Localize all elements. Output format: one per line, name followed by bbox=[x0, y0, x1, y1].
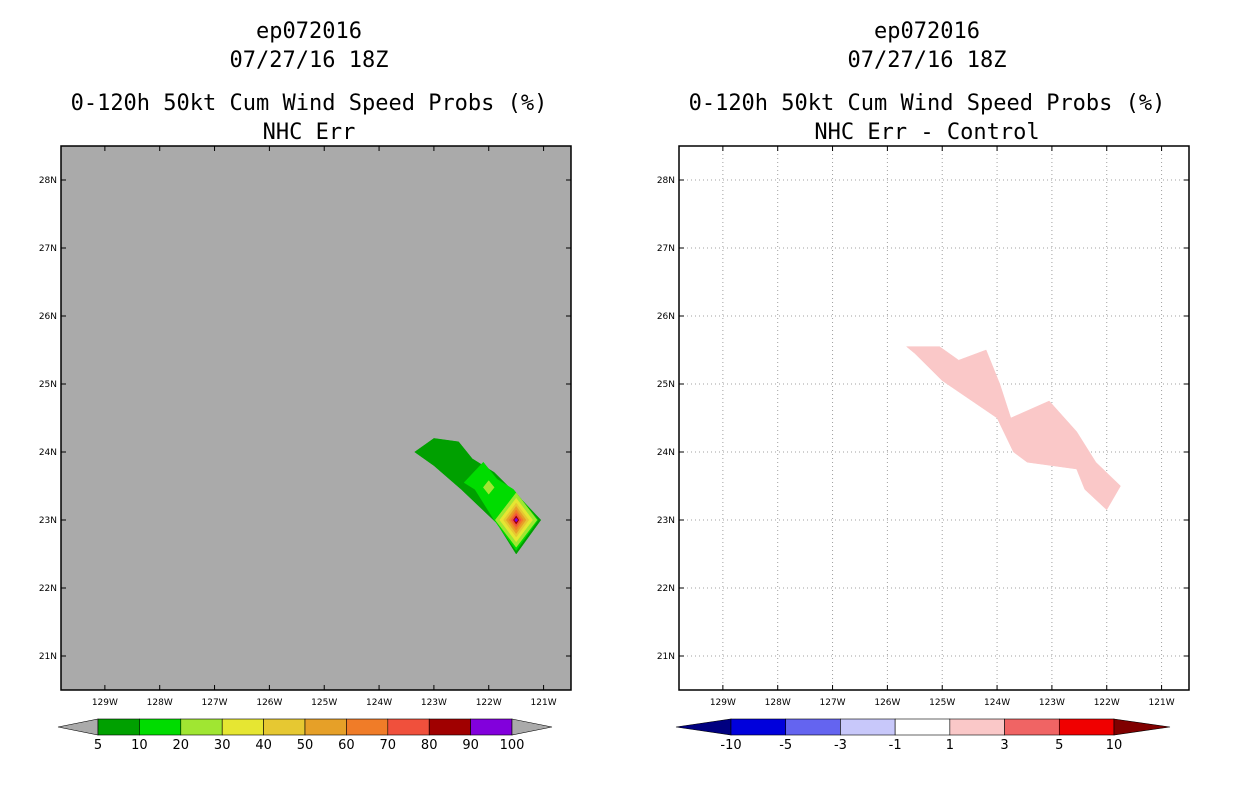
x-tick-label: 125W bbox=[311, 698, 337, 708]
y-tick-label: 27N bbox=[657, 244, 675, 254]
x-tick-label: 129W bbox=[92, 698, 118, 708]
contour-level-1 bbox=[905, 346, 1121, 511]
x-tick-label: 125W bbox=[929, 698, 955, 708]
plot-background bbox=[679, 146, 1189, 690]
x-tick-label: 122W bbox=[1094, 698, 1120, 708]
right-storm-id: ep072016 bbox=[874, 19, 980, 44]
colorbar-swatch bbox=[304, 718, 347, 736]
colorbar-label: 80 bbox=[421, 738, 438, 753]
x-tick-label: 126W bbox=[874, 698, 900, 708]
colorbar-label: -1 bbox=[889, 738, 902, 753]
x-tick-label: 122W bbox=[476, 698, 502, 708]
contour-level-90 bbox=[514, 517, 519, 523]
x-tick-label: 123W bbox=[1039, 698, 1065, 708]
colorbar-swatch bbox=[470, 718, 513, 736]
colorbar-swatch bbox=[730, 718, 787, 736]
colorbar-over-arrow bbox=[1113, 718, 1171, 736]
colorbar-label: 10 bbox=[131, 738, 148, 753]
right-product-title: 0-120h 50kt Cum Wind Speed Probs (%) bbox=[689, 91, 1166, 116]
colorbar-swatch bbox=[387, 718, 430, 736]
x-tick-label: 124W bbox=[366, 698, 392, 708]
x-tick-label: 129W bbox=[710, 698, 736, 708]
colorbar-label: -3 bbox=[834, 738, 847, 753]
left-datetime: 07/27/16 18Z bbox=[230, 48, 389, 73]
left-map-panel: 129W 128W 127W 126W 125W 124W 123W 122W 121W 21N 2… bbox=[39, 145, 572, 708]
x-tick-label: 128W bbox=[765, 698, 791, 708]
colorbar-label: 50 bbox=[297, 738, 314, 753]
x-tick-label: 121W bbox=[1149, 698, 1175, 708]
colorbar-label: 5 bbox=[94, 738, 102, 753]
colorbar-swatch bbox=[139, 718, 182, 736]
colorbar-swatch bbox=[1058, 718, 1115, 736]
left-storm-id: ep072016 bbox=[256, 19, 362, 44]
plot-frame bbox=[678, 145, 1190, 691]
colorbar-swatch bbox=[894, 718, 951, 736]
colorbar-swatch bbox=[180, 718, 223, 736]
colorbar-label: 90 bbox=[462, 738, 479, 753]
right-subtitle: NHC Err - Control bbox=[814, 120, 1039, 145]
left-product-title: 0-120h 50kt Cum Wind Speed Probs (%) bbox=[71, 91, 548, 116]
y-tick-label: 28N bbox=[39, 176, 57, 186]
x-tick-label: 123W bbox=[421, 698, 447, 708]
y-tick-label: 24N bbox=[39, 448, 57, 458]
plot-frame bbox=[60, 145, 572, 691]
colorbar-label: 3 bbox=[1000, 738, 1008, 753]
colorbar-label: 60 bbox=[338, 738, 355, 753]
colorbar-swatch bbox=[346, 718, 389, 736]
y-tick-label: 28N bbox=[657, 176, 675, 186]
colorbar-label: 10 bbox=[1106, 738, 1123, 753]
right-map-panel: 129W 128W 127W 126W 125W 124W 123W 122W 121W 21N 2… bbox=[657, 145, 1190, 708]
y-tick-label: 26N bbox=[39, 312, 57, 322]
colorbar-swatch bbox=[840, 718, 896, 736]
right-colorbar: -10 -5 -3 -1 1 3 5 10 bbox=[675, 718, 1171, 753]
colorbar-over-arrow bbox=[511, 718, 553, 736]
colorbar-swatch bbox=[263, 718, 306, 736]
x-tick-label: 126W bbox=[256, 698, 282, 708]
x-tick-label: 128W bbox=[147, 698, 173, 708]
colorbar-label: 1 bbox=[946, 738, 954, 753]
colorbar-swatch bbox=[785, 718, 841, 736]
y-tick-label: 23N bbox=[39, 516, 57, 526]
right-datetime: 07/27/16 18Z bbox=[848, 48, 1007, 73]
y-tick-label: 27N bbox=[39, 244, 57, 254]
y-tick-label: 22N bbox=[39, 584, 57, 594]
x-tick-label: 124W bbox=[984, 698, 1010, 708]
left-colorbar: 5 10 20 30 40 50 60 70 80 90 100 bbox=[57, 718, 553, 753]
colorbar-swatch bbox=[97, 718, 140, 736]
colorbar-label: 40 bbox=[255, 738, 272, 753]
colorbar-swatch bbox=[1004, 718, 1060, 736]
colorbar-swatch bbox=[428, 718, 471, 736]
colorbar-label: 70 bbox=[380, 738, 397, 753]
x-tick-label: 127W bbox=[820, 698, 846, 708]
y-tick-label: 21N bbox=[657, 652, 675, 662]
x-tick-label: 127W bbox=[202, 698, 228, 708]
y-tick-label: 23N bbox=[657, 516, 675, 526]
colorbar-under-arrow bbox=[675, 718, 732, 736]
colorbar-label: -5 bbox=[779, 738, 792, 753]
colorbar-under-arrow bbox=[57, 718, 99, 736]
colorbar-swatch bbox=[949, 718, 1005, 736]
colorbar-label: -10 bbox=[720, 738, 741, 753]
x-tick-label: 121W bbox=[531, 698, 557, 708]
left-subtitle: NHC Err bbox=[263, 120, 356, 145]
plot-background bbox=[61, 146, 571, 690]
colorbar-label: 30 bbox=[214, 738, 231, 753]
y-tick-label: 21N bbox=[39, 652, 57, 662]
colorbar-label: 20 bbox=[173, 738, 190, 753]
contour-level-20 bbox=[482, 480, 495, 495]
colorbar-swatch bbox=[221, 718, 264, 736]
y-tick-label: 26N bbox=[657, 312, 675, 322]
colorbar-label: 5 bbox=[1055, 738, 1063, 753]
colorbar-label: 100 bbox=[500, 738, 525, 753]
y-tick-label: 25N bbox=[657, 380, 675, 390]
y-tick-label: 22N bbox=[657, 584, 675, 594]
y-tick-label: 24N bbox=[657, 448, 675, 458]
y-tick-label: 25N bbox=[39, 380, 57, 390]
